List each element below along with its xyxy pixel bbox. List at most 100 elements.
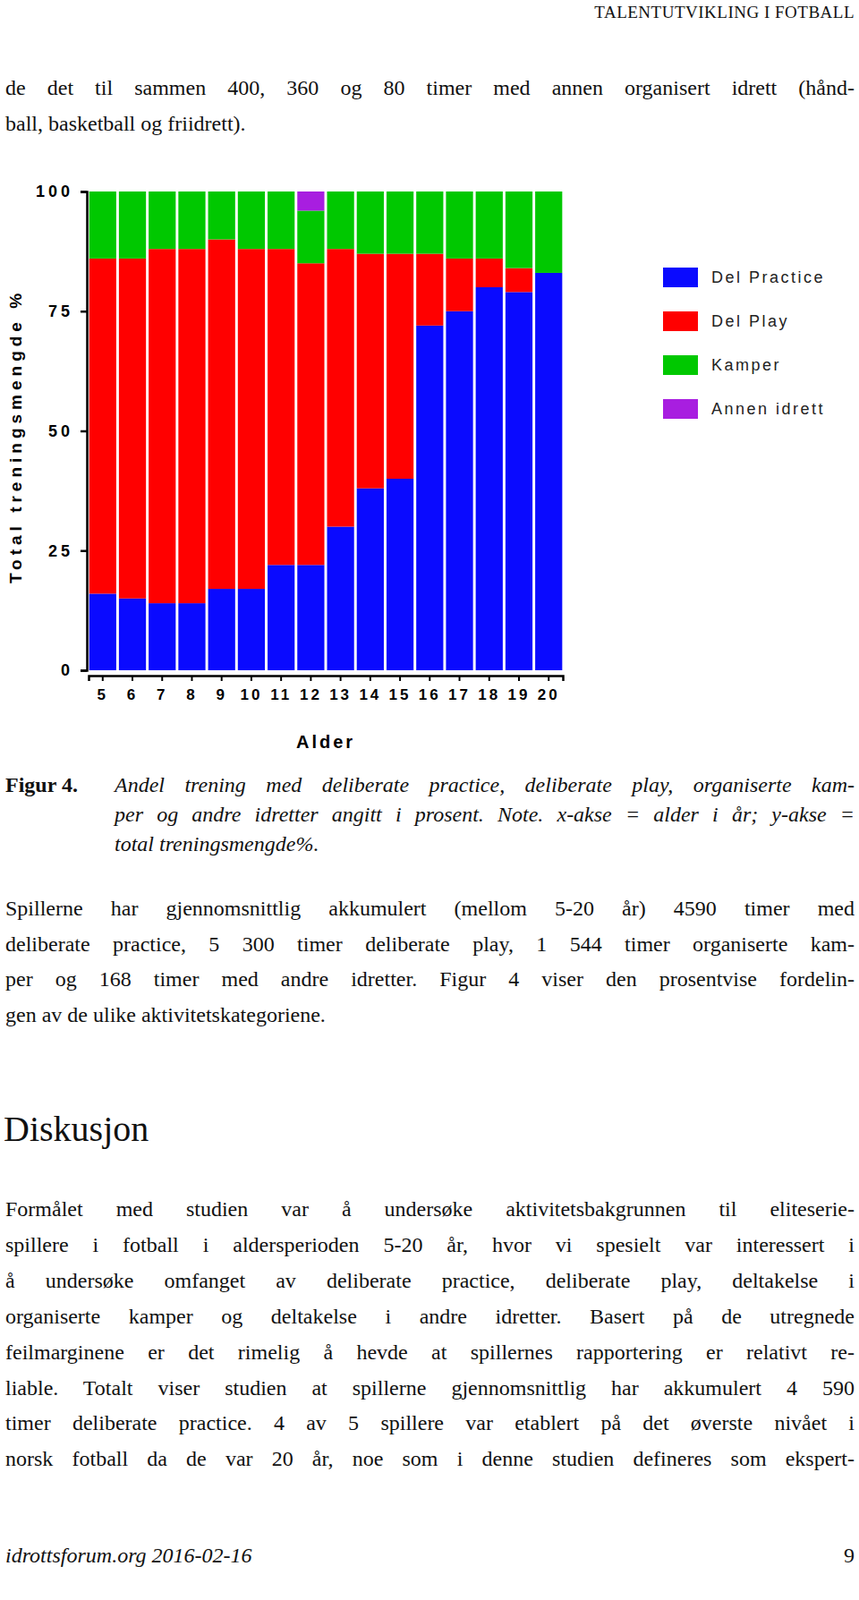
bar [326,191,354,249]
y-tick-mark [80,550,87,553]
bar [535,191,562,273]
x-tick-mark [250,675,253,681]
x-tick-label: 10 [239,686,263,704]
y-tick: 75 [48,302,87,321]
bar [445,311,473,671]
bar [178,191,205,193]
x-tick-label: 14 [358,686,382,704]
legend-swatch [663,311,698,332]
x-tick-mark [488,675,491,681]
bar [505,268,533,293]
x-tick-label: 17 [448,686,471,704]
bar [89,191,117,259]
x-tick: 14 [358,675,382,704]
text-line: feilmarginene er det rimelig å hevde at … [5,1339,855,1365]
bar [386,191,414,193]
x-tick-mark [131,675,134,681]
bar [386,191,414,255]
bar [208,588,236,671]
x-tick-mark [190,675,193,681]
x-tick-mark [221,675,223,681]
bar [119,191,146,259]
legend-label: Del Play [711,312,790,331]
bar [326,191,354,193]
text-line: ball, basketball og friidrett). [5,110,855,137]
x-axis: 567891011121314151617181920 [89,675,564,704]
bar [208,191,236,240]
bar [297,263,324,565]
x-tick-label: 12 [299,686,323,704]
bars [89,191,563,671]
bar [119,191,146,193]
x-tick-mark [309,675,312,681]
legend-item: Kamper [663,355,782,375]
x-tick-label: 5 [97,686,109,704]
x-tick: 17 [448,675,471,704]
x-tick-mark [340,675,342,681]
legend-swatch [663,399,698,419]
bar [267,191,295,249]
text-line: organiserte kamper og deltakelse i andre… [5,1303,855,1329]
x-tick: 19 [508,675,531,704]
series-bars [89,191,563,273]
bar [148,248,176,604]
bar [238,191,265,193]
y-tick: 50 [48,422,87,441]
x-tick-label: 7 [156,686,168,704]
text-line: per og 168 timer med andre idretter. Fig… [5,966,855,992]
bar [476,191,503,193]
x-tick: 6 [127,675,138,704]
x-tick-label: 19 [508,686,531,704]
text-line: norsk fotball da de var 20 år, noe som i… [5,1445,855,1472]
x-tick-label: 11 [270,686,292,704]
bar [178,603,205,671]
x-tick-mark [369,675,372,681]
bar [445,191,473,259]
bar [238,588,265,671]
y-tick: 100 [35,182,87,201]
text-line: timer deliberate practice. 4 av 5 spille… [5,1410,855,1436]
bar [119,598,146,671]
bar [238,248,265,589]
x-tick-mark [161,675,163,681]
bar [89,191,117,193]
series-bars [297,191,324,211]
y-tick-mark [80,430,87,434]
legend-label: Del Practice [711,268,825,287]
x-tick-label: 13 [329,686,352,704]
x-tick-mark [428,675,431,681]
bar [238,191,265,249]
x-tick: 20 [537,675,561,704]
legend-item: Annen idrett [663,399,825,419]
bar [267,191,295,193]
x-tick: 18 [477,675,501,704]
x-tick-mark [459,675,461,681]
bar [297,210,324,264]
legend-swatch [663,355,698,375]
series-bars [89,239,533,604]
x-tick: 15 [389,675,412,704]
caption-line: total treningsmengde%. [114,831,855,857]
bar [357,488,384,671]
bar [476,191,503,259]
bar [119,258,146,599]
bar [267,564,295,671]
bar [445,191,473,193]
legend-label: Kamper [711,356,782,375]
x-tick-mark [102,675,104,681]
bar [297,564,324,671]
bar [148,191,176,193]
bar [505,191,533,269]
bar [505,291,533,671]
footer-source: idrottsforum.org 2016-02-16 [5,1542,453,1568]
text-line: deliberate practice, 5 300 timer deliber… [5,931,855,957]
bar [267,248,295,565]
text-line: gen av de ulike aktivitetskategoriene. [5,1002,855,1028]
bar [326,527,354,672]
y-axis-line [80,192,88,672]
bar [178,248,205,604]
bar [208,239,236,590]
legend-swatch [663,267,698,288]
x-tick-label: 16 [418,686,442,704]
bar [416,254,443,326]
